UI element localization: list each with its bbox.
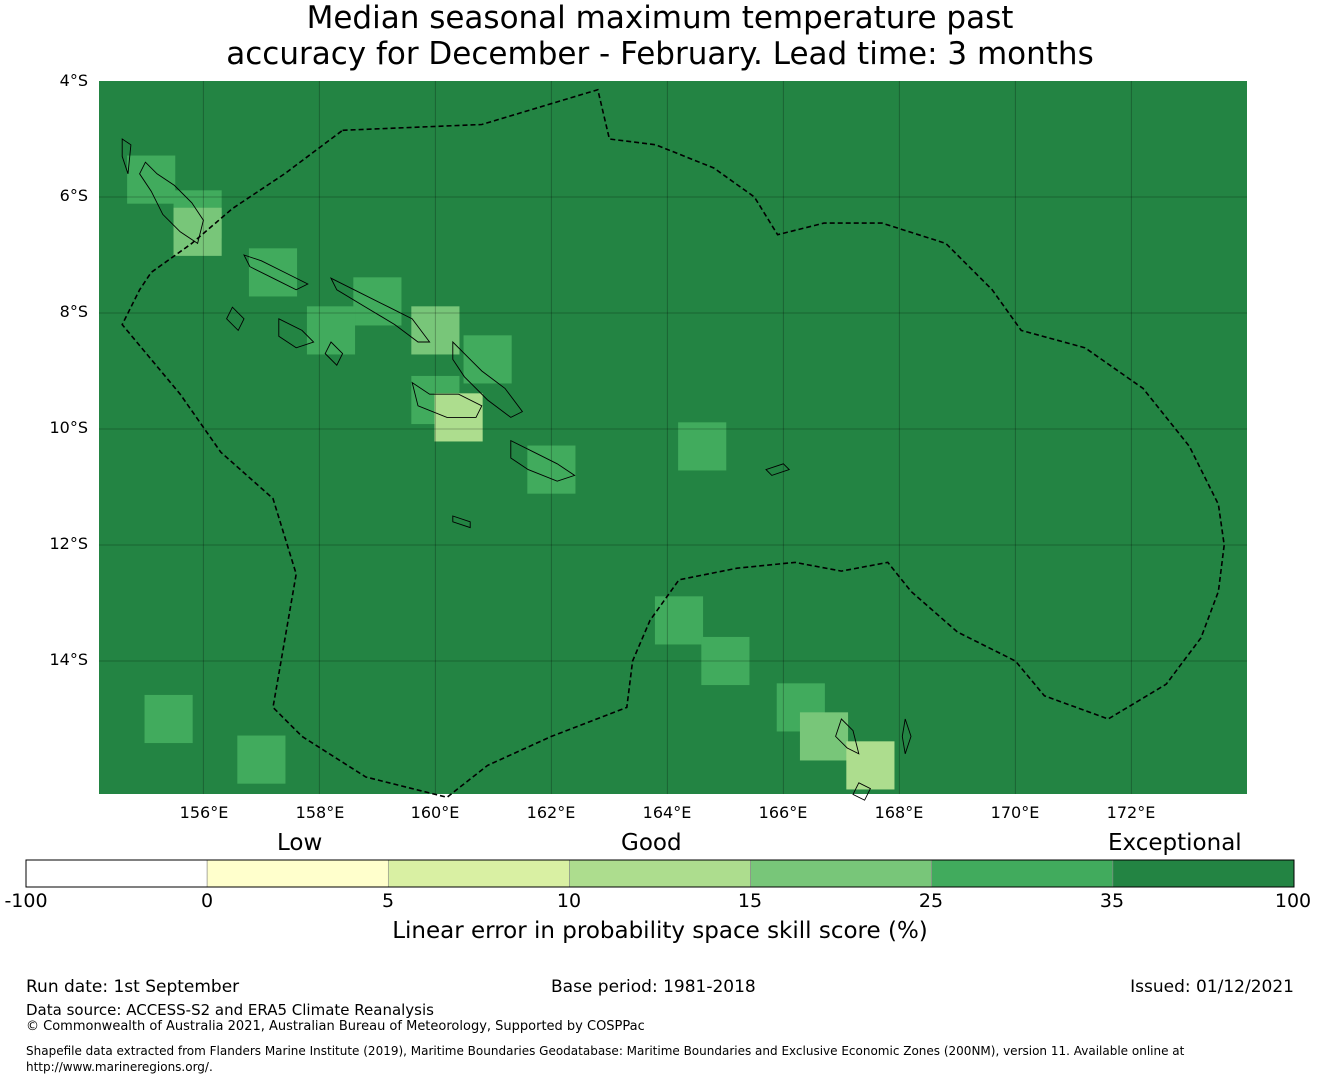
colorbar-segment xyxy=(206,859,389,888)
category-exceptional: Exceptional xyxy=(1108,830,1242,856)
data-source: Data source: ACCESS-S2 and ERA5 Climate … xyxy=(26,1001,434,1019)
title-line-2: accuracy for December - February. Lead t… xyxy=(226,36,1094,72)
colorbar xyxy=(25,859,1295,888)
colorbar-tick: -100 xyxy=(4,890,48,912)
island-outline xyxy=(121,138,132,174)
colorbar-segment xyxy=(931,859,1114,888)
lon-label-164e: 164°E xyxy=(642,803,692,822)
lon-label-170e: 170°E xyxy=(990,803,1040,822)
coastlines xyxy=(121,138,912,801)
skill-cell xyxy=(654,596,704,645)
lat-label-8s: 8°S xyxy=(59,302,88,321)
skill-cells xyxy=(127,155,895,790)
skill-cell xyxy=(846,741,895,790)
skill-cell xyxy=(527,445,576,494)
lat-label-14s: 14°S xyxy=(49,650,88,669)
colorbar-tick: 10 xyxy=(556,890,582,912)
lat-label-4s: 4°S xyxy=(59,71,88,90)
island-outline xyxy=(510,439,576,482)
run-date: Run date: 1st September xyxy=(26,977,240,997)
colorbar-segment xyxy=(1112,859,1295,888)
eez-boundary xyxy=(121,88,1226,799)
colorbar-tick: 25 xyxy=(918,890,944,912)
skill-cell xyxy=(306,306,356,355)
lon-label-162e: 162°E xyxy=(526,803,576,822)
category-good: Good xyxy=(621,830,682,856)
colorbar-tick: 15 xyxy=(737,890,763,912)
island-outline xyxy=(411,381,483,418)
copyright: © Commonwealth of Australia 2021, Austra… xyxy=(26,1019,645,1034)
lon-label-166e: 166°E xyxy=(758,803,808,822)
lon-label-158e: 158°E xyxy=(295,803,345,822)
island-outline xyxy=(226,306,245,332)
lat-label-10s: 10°S xyxy=(49,418,88,437)
skill-cell xyxy=(237,735,286,784)
lat-label-12s: 12°S xyxy=(49,534,88,553)
skill-cell xyxy=(701,636,750,686)
island-outline xyxy=(452,515,471,529)
colorbar-tick: 100 xyxy=(1274,890,1312,912)
base-period: Base period: 1981-2018 xyxy=(551,977,756,997)
island-outline xyxy=(452,340,524,418)
island-outline xyxy=(243,254,309,291)
lon-label-156e: 156°E xyxy=(179,803,229,822)
colorbar-segment xyxy=(25,859,208,888)
skill-cell xyxy=(127,155,176,204)
skill-field-background xyxy=(99,81,1247,794)
skill-cell xyxy=(248,248,298,297)
title-line-1: Median seasonal maximum temperature past xyxy=(306,0,1014,36)
lon-label-168e: 168°E xyxy=(874,803,924,822)
island-outline xyxy=(139,161,204,245)
skill-cell xyxy=(144,694,193,744)
colorbar-segment xyxy=(569,859,751,888)
colorbar-title: Linear error in probability space skill … xyxy=(392,918,928,944)
skill-cell xyxy=(799,712,849,761)
skill-cell xyxy=(678,422,727,471)
colorbar-tick: 35 xyxy=(1099,890,1125,912)
category-low: Low xyxy=(277,830,323,856)
colorbar-frame xyxy=(25,859,1295,888)
colorbar-tick: 0 xyxy=(200,890,214,912)
shapefile-credit-line-2: http://www.marineregions.org/. xyxy=(26,1060,213,1074)
shapefile-credit-line-1: Shapefile data extracted from Flanders M… xyxy=(26,1044,1185,1058)
map-panel xyxy=(99,81,1247,801)
island-outline xyxy=(329,277,431,343)
gridlines xyxy=(99,81,1247,794)
colorbar-segment xyxy=(750,859,933,888)
lon-label-160e: 160°E xyxy=(410,803,460,822)
island-outline xyxy=(324,341,344,366)
island-outline xyxy=(901,718,912,754)
island-outline xyxy=(278,318,315,349)
skill-cell xyxy=(173,207,222,256)
lon-label-172e: 172°E xyxy=(1106,803,1156,822)
island-outline xyxy=(852,782,872,801)
map-title: Median seasonal maximum temperature past… xyxy=(0,0,1320,72)
lat-label-6s: 6°S xyxy=(59,186,88,205)
colorbar-segment xyxy=(387,859,570,888)
colorbar-tick: 5 xyxy=(381,890,395,912)
island-outline xyxy=(835,718,860,755)
skill-cell xyxy=(411,306,460,355)
issued-date: Issued: 01/12/2021 xyxy=(1130,977,1294,997)
island-outline xyxy=(765,463,791,476)
